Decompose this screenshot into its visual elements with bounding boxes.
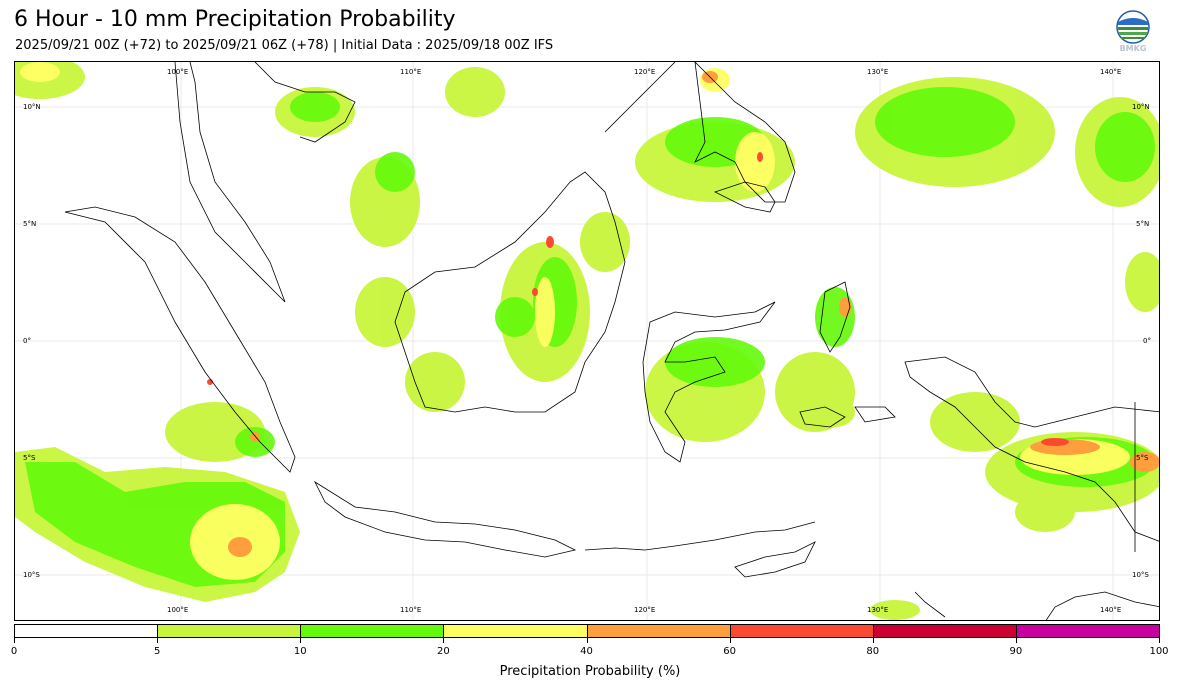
lat-label-right: 10°N [1132,103,1150,111]
probability-fields [15,62,1159,620]
colorbar-tick [157,638,159,643]
colorbar-tick [729,638,731,643]
lon-label-top: 130°E [867,68,889,76]
colorbar-tick [586,638,588,643]
lon-label-bottom: 100°E [167,606,189,614]
colorbar-tick [872,638,874,643]
colorbar-segment [443,625,587,637]
lon-label-bottom: 110°E [400,606,422,614]
colorbar-segment [15,625,158,637]
colorbar-segment [729,625,873,637]
map-canvas [15,62,1159,620]
colorbar-segment [300,625,444,637]
colorbar-segment [872,625,1016,637]
lon-label-top: 120°E [634,68,656,76]
colorbar-segment [157,625,301,637]
colorbar-tick-label: 0 [10,646,18,657]
colorbar-tick-label: 10 [293,646,307,657]
lat-label-right: 10°S [1132,571,1149,579]
colorbar-tick [443,638,445,643]
colorbar-tick [14,638,15,643]
colorbar-tick [300,638,302,643]
colorbar-segment [586,625,730,637]
coastlines [64,62,1159,620]
bmkg-logo: BMKG [1112,10,1154,56]
lat-label-right: 5°S [1136,454,1149,462]
colorbar-tick-label: 90 [1009,646,1023,657]
chart-title: 6 Hour - 10 mm Precipitation Probability [14,7,456,32]
lon-label-top: 100°E [167,68,189,76]
colorbar-tick-label: 60 [723,646,736,657]
lat-label-left: 10°N [23,103,41,111]
precipitation-map: 100°E 110°E 120°E 130°E 140°E 100°E 110°… [14,61,1160,621]
lon-label-bottom: 130°E [867,606,889,614]
colorbar-tick-label: 40 [580,646,593,657]
chart-subtitle: 2025/09/21 00Z (+72) to 2025/09/21 06Z (… [15,38,554,53]
logo-text: BMKG [1119,44,1147,53]
lat-label-right: 0° [1143,337,1151,345]
lon-label-bottom: 120°E [634,606,656,614]
colorbar-tick-label: 5 [153,646,161,657]
colorbar-tick-label: 80 [866,646,880,657]
bmkg-logo-icon [1116,10,1150,44]
colorbar-tick-label: 100 [1149,646,1169,657]
lat-label-left: 0° [23,337,31,345]
lon-label-top: 110°E [400,68,422,76]
colorbar-tick [1015,638,1017,643]
lon-label-bottom: 140°E [1100,606,1122,614]
colorbar [14,624,1160,638]
colorbar-label: Precipitation Probability (%) [499,664,681,679]
lat-label-right: 5°N [1136,220,1150,228]
colorbar-segment [1015,625,1159,637]
lon-label-top: 140°E [1100,68,1122,76]
lat-label-left: 5°N [23,220,37,228]
lat-label-left: 5°S [23,454,36,462]
colorbar-tick-label: 20 [437,646,450,657]
lat-label-left: 10°S [23,571,40,579]
colorbar-tick [1159,638,1160,643]
